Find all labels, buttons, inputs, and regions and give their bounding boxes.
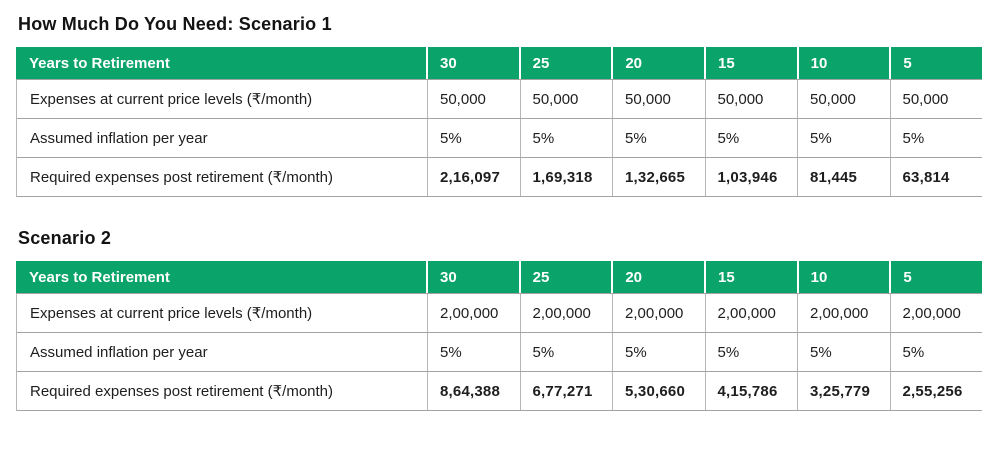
header-year-cell: 5 <box>889 47 982 79</box>
header-label-cell: Years to Retirement <box>29 54 170 72</box>
page: How Much Do You Need: Scenario 1 Years t… <box>16 14 982 411</box>
row-value-cell: 2,00,000 <box>519 294 612 332</box>
scenario-1-table: Years to Retirement 30 25 20 15 10 5 Expenses a… <box>16 47 982 197</box>
table-header-row: Years to Retirement 30 25 20 15 10 5 <box>16 261 982 293</box>
row-value-cell: 5% <box>427 119 520 157</box>
row-value-cell: 50,000 <box>704 80 797 118</box>
row-value-cell: 2,00,000 <box>427 294 520 332</box>
table-row: Expenses at current price levels (₹/mont… <box>17 80 982 119</box>
row-value-cell: 2,00,000 <box>612 294 705 332</box>
row-label-cell: Assumed inflation per year <box>17 333 427 371</box>
row-value-cell: 5% <box>889 333 982 371</box>
row-value-cell: 2,00,000 <box>889 294 982 332</box>
table-header-row: Years to Retirement 30 25 20 15 10 5 <box>16 47 982 79</box>
row-value-cell: 5% <box>427 333 520 371</box>
row-value-cell: 6,77,271 <box>519 372 612 410</box>
table-row: Assumed inflation per year 5% 5% 5% 5% 5% 5% <box>17 333 982 372</box>
row-value-cell: 2,00,000 <box>797 294 890 332</box>
row-label-cell: Required expenses post retirement (₹/mon… <box>17 158 427 196</box>
header-year-cell: 30 <box>426 47 519 79</box>
row-value-cell: 4,15,786 <box>704 372 797 410</box>
row-value-cell: 1,03,946 <box>704 158 797 196</box>
row-value-cell: 1,32,665 <box>612 158 705 196</box>
row-value-cell: 5% <box>797 119 890 157</box>
header-year-cell: 25 <box>518 47 612 79</box>
row-value-cell: 5,30,660 <box>612 372 705 410</box>
row-label-cell: Required expenses post retirement (₹/mon… <box>17 372 427 410</box>
scenario-2-title: Scenario 2 <box>18 228 112 248</box>
row-value-cell: 5% <box>889 119 982 157</box>
row-value-cell: 50,000 <box>427 80 520 118</box>
row-value-cell: 50,000 <box>797 80 890 118</box>
row-value-cell: 5% <box>612 333 705 371</box>
row-value-cell: 50,000 <box>889 80 982 118</box>
header-year-cell: 15 <box>703 261 797 293</box>
row-value-cell: 2,55,256 <box>889 372 982 410</box>
row-label-cell: Expenses at current price levels (₹/mont… <box>17 80 427 118</box>
row-value-cell: 3,25,779 <box>797 372 890 410</box>
header-year-cell: 20 <box>611 47 704 79</box>
row-value-cell: 2,16,097 <box>427 158 520 196</box>
row-value-cell: 5% <box>704 119 797 157</box>
row-value-cell: 5% <box>519 119 612 157</box>
row-value-cell: 5% <box>797 333 890 371</box>
row-value-cell: 5% <box>519 333 612 371</box>
row-value-cell: 1,69,318 <box>519 158 612 196</box>
table-row: Required expenses post retirement (₹/mon… <box>17 158 982 197</box>
row-value-cell: 81,445 <box>797 158 890 196</box>
header-year-cell: 10 <box>796 261 890 293</box>
table-body: Expenses at current price levels (₹/mont… <box>16 79 982 197</box>
header-year-cell: 20 <box>611 261 704 293</box>
scenario-1-section: How Much Do You Need: Scenario 1 Years t… <box>16 14 982 197</box>
row-value-cell: 5% <box>704 333 797 371</box>
row-label-cell: Assumed inflation per year <box>17 119 427 157</box>
header-year-cell: 15 <box>703 47 797 79</box>
table-body: Expenses at current price levels (₹/mont… <box>16 293 982 411</box>
scenario-1-title: How Much Do You Need: Scenario 1 <box>18 14 332 34</box>
header-year-cell: 5 <box>889 261 982 293</box>
scenario-2-section: Scenario 2 Years to Retirement 30 25 20 15 10… <box>16 228 982 411</box>
table-row: Expenses at current price levels (₹/mont… <box>17 294 982 333</box>
header-year-cell: 10 <box>796 47 890 79</box>
header-label-cell: Years to Retirement <box>29 268 170 286</box>
row-value-cell: 50,000 <box>519 80 612 118</box>
table-row: Assumed inflation per year 5% 5% 5% 5% 5% 5% <box>17 119 982 158</box>
row-value-cell: 2,00,000 <box>704 294 797 332</box>
row-value-cell: 50,000 <box>612 80 705 118</box>
scenario-2-table: Years to Retirement 30 25 20 15 10 5 Expenses a… <box>16 261 982 411</box>
row-value-cell: 63,814 <box>889 158 982 196</box>
table-row: Required expenses post retirement (₹/mon… <box>17 372 982 411</box>
row-value-cell: 5% <box>612 119 705 157</box>
header-year-cell: 30 <box>426 261 519 293</box>
row-value-cell: 8,64,388 <box>427 372 520 410</box>
row-label-cell: Expenses at current price levels (₹/mont… <box>17 294 427 332</box>
header-year-cell: 25 <box>518 261 612 293</box>
